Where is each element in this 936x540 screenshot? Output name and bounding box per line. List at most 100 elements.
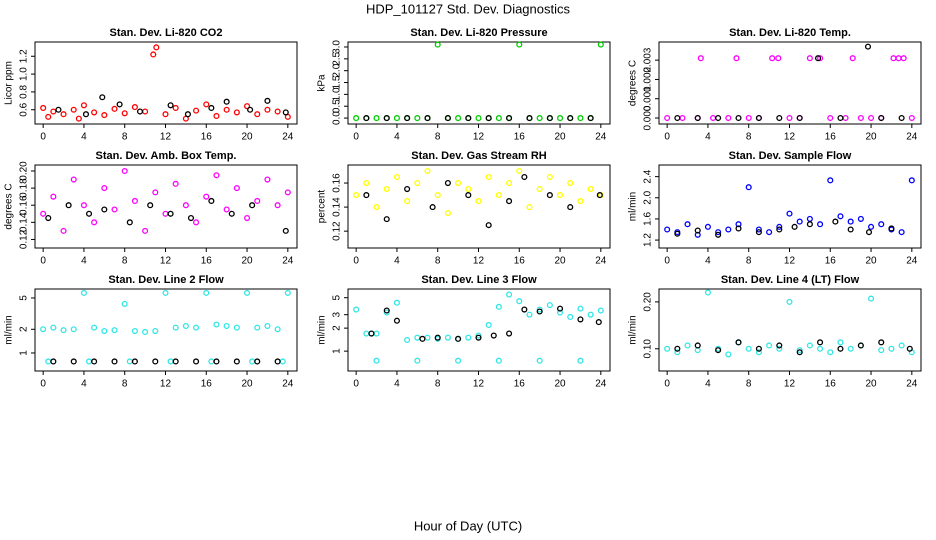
data-point bbox=[847, 218, 854, 225]
data-point bbox=[684, 342, 691, 349]
data-point bbox=[126, 358, 133, 365]
x-tick-label: 24 bbox=[282, 379, 294, 390]
data-point bbox=[404, 115, 411, 122]
data-point bbox=[796, 347, 803, 354]
data-point bbox=[414, 179, 421, 187]
data-point bbox=[536, 306, 543, 313]
plot-frame bbox=[658, 41, 922, 125]
plot-frame bbox=[34, 41, 298, 125]
data-point bbox=[383, 309, 390, 316]
data-point bbox=[806, 55, 813, 62]
data-point bbox=[116, 101, 123, 108]
x-tick-label: 16 bbox=[201, 256, 213, 267]
data-point bbox=[485, 222, 492, 229]
y-tick-label: 0.000 bbox=[643, 105, 654, 130]
data-point bbox=[193, 219, 200, 226]
y-axis-label: degrees C bbox=[628, 60, 639, 106]
data-point bbox=[495, 303, 502, 310]
data-point bbox=[40, 104, 47, 112]
data-point bbox=[506, 179, 513, 187]
panel-title: Stan. Dev. Amb. Box Temp. bbox=[96, 150, 237, 162]
data-point bbox=[264, 106, 271, 113]
x-tick-label: 12 bbox=[160, 132, 172, 143]
data-point bbox=[284, 189, 291, 196]
data-point bbox=[890, 55, 897, 62]
data-point bbox=[404, 186, 411, 193]
data-point bbox=[228, 210, 235, 217]
x-tick-label: 12 bbox=[473, 132, 485, 143]
plot-frame bbox=[347, 41, 611, 125]
data-point bbox=[60, 227, 67, 234]
data-point bbox=[776, 345, 783, 352]
data-point bbox=[878, 339, 885, 346]
y-tick-label: 0.18 bbox=[19, 178, 30, 198]
x-tick-label: 12 bbox=[473, 379, 485, 390]
data-point bbox=[91, 324, 98, 331]
data-point bbox=[697, 55, 704, 62]
data-point bbox=[243, 103, 251, 110]
data-point bbox=[725, 226, 732, 233]
x-tick-label: 16 bbox=[514, 132, 526, 143]
data-point bbox=[203, 289, 210, 296]
data-point bbox=[282, 227, 289, 234]
x-tick-label: 12 bbox=[160, 379, 172, 390]
data-point bbox=[709, 114, 717, 122]
data-point bbox=[769, 55, 776, 62]
data-point bbox=[791, 223, 798, 230]
data-point bbox=[704, 223, 711, 230]
data-point bbox=[806, 342, 813, 349]
data-point bbox=[506, 198, 513, 205]
data-point bbox=[193, 107, 200, 114]
data-point bbox=[796, 218, 803, 225]
x-tick-label: 4 bbox=[705, 379, 711, 390]
y-tick-label: 1 bbox=[19, 350, 30, 356]
y-tick-label: 5 bbox=[19, 295, 30, 301]
data-point bbox=[40, 210, 47, 217]
data-point bbox=[172, 358, 179, 365]
data-point bbox=[536, 115, 543, 122]
data-point bbox=[837, 345, 844, 352]
data-point bbox=[121, 110, 128, 117]
data-point bbox=[233, 324, 240, 331]
data-point bbox=[495, 115, 502, 122]
data-point bbox=[674, 114, 681, 122]
data-point bbox=[383, 115, 390, 122]
x-tick-label: 12 bbox=[160, 256, 172, 267]
data-point bbox=[516, 298, 523, 305]
x-tick-label: 0 bbox=[40, 132, 46, 143]
data-point bbox=[233, 358, 240, 365]
data-point bbox=[131, 327, 138, 335]
y-tick-label: 2 bbox=[19, 326, 30, 332]
panel-title: Stan. Dev. Sample Flow bbox=[729, 150, 852, 162]
y-tick-label: 0.5 bbox=[332, 99, 343, 113]
data-point bbox=[806, 221, 813, 228]
plot-frame bbox=[347, 288, 611, 372]
data-point bbox=[279, 358, 286, 365]
data-point bbox=[147, 202, 154, 209]
data-point bbox=[842, 114, 849, 122]
data-point bbox=[434, 334, 441, 341]
data-point bbox=[208, 358, 215, 365]
data-point bbox=[80, 202, 87, 209]
data-point bbox=[679, 114, 686, 122]
data-point bbox=[282, 109, 289, 116]
data-point bbox=[908, 114, 915, 122]
x-tick-label: 8 bbox=[746, 132, 752, 143]
data-point bbox=[172, 104, 179, 112]
data-point bbox=[223, 322, 230, 330]
x-tick-label: 24 bbox=[282, 256, 294, 267]
data-point bbox=[50, 193, 57, 200]
y-tick-label: 0.16 bbox=[19, 195, 30, 215]
data-point bbox=[587, 311, 594, 318]
x-tick-label: 16 bbox=[825, 132, 837, 143]
data-point bbox=[521, 306, 528, 313]
x-tick-label: 16 bbox=[825, 256, 837, 267]
y-tick-label: 1.0 bbox=[332, 87, 343, 101]
data-point bbox=[878, 221, 885, 228]
data-point bbox=[167, 210, 174, 217]
data-point bbox=[70, 176, 77, 183]
data-point bbox=[465, 115, 472, 122]
data-point bbox=[213, 112, 220, 120]
data-point bbox=[264, 176, 271, 183]
data-point bbox=[526, 115, 533, 122]
